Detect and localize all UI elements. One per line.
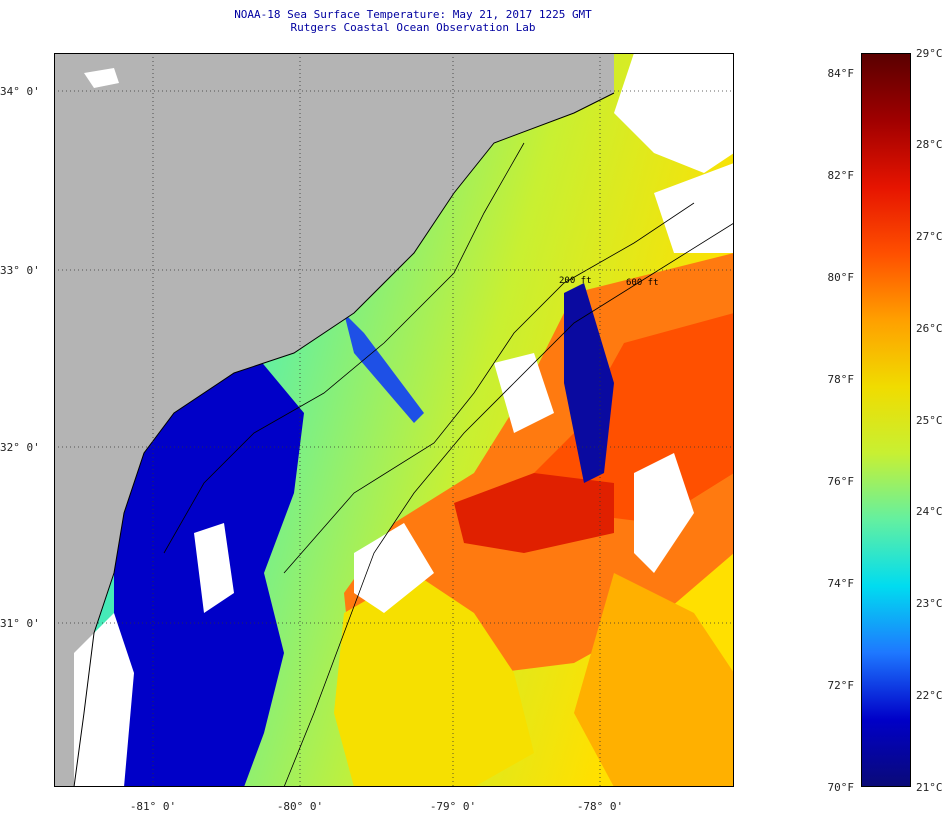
cold-water-band-1 xyxy=(344,313,424,423)
land-ne xyxy=(614,53,734,173)
colorbar-f-84: 84°F xyxy=(827,67,855,80)
cloud-patch-7 xyxy=(84,68,119,88)
colorbar-c-24: 24°C xyxy=(916,505,943,518)
map-frame xyxy=(54,53,734,787)
colorbar-c-27: 27°C xyxy=(916,230,943,243)
cloud-patch-4 xyxy=(634,453,694,573)
colorbar-c-23: 23°C xyxy=(916,597,943,610)
cloud-patch-3 xyxy=(494,353,554,433)
colorbar-c-29: 29°C xyxy=(916,47,943,60)
temperature-colorbar xyxy=(861,53,911,787)
colorbar-c-28: 28°C xyxy=(916,138,943,151)
colorbar-c-22: 22°C xyxy=(916,689,943,702)
contour-50ft xyxy=(163,142,525,554)
lat-label-33: 33° 0' xyxy=(0,264,40,277)
map-title: NOAA-18 Sea Surface Temperature: May 21,… xyxy=(234,8,592,21)
colorbar-c-25: 25°C xyxy=(916,414,943,427)
colorbar-f-72: 72°F xyxy=(827,679,855,692)
lon-label-81: -81° 0' xyxy=(129,800,177,813)
cloud-patch-2 xyxy=(354,523,434,613)
sst-map: 200 ft 600 ft xyxy=(54,53,734,787)
contour-600ft xyxy=(283,222,734,787)
lon-label-78: -78° 0' xyxy=(576,800,624,813)
hot-spot xyxy=(454,473,614,553)
warm-water-core xyxy=(524,313,734,523)
cold-water-band-2 xyxy=(564,283,614,483)
land-mass xyxy=(54,53,614,787)
colorbar-f-70: 70°F xyxy=(827,781,855,794)
colorbar-f-80: 80°F xyxy=(827,271,855,284)
colorbar-c-21: 21°C xyxy=(916,781,943,794)
cloud-patch-5 xyxy=(194,523,234,613)
lat-label-31: 31° 0' xyxy=(0,617,40,630)
cloud-patch-6 xyxy=(654,163,734,253)
colorbar-f-78: 78°F xyxy=(827,373,855,386)
graticule xyxy=(54,53,734,787)
coastline xyxy=(73,92,615,787)
map-subtitle: Rutgers Coastal Ocean Observation Lab xyxy=(290,21,536,34)
lat-label-34: 34° 0' xyxy=(0,85,40,98)
contour-label-600: 600 ft xyxy=(626,278,659,288)
yellow-band xyxy=(334,573,534,787)
lon-label-80: -80° 0' xyxy=(276,800,324,813)
colorbar-f-76: 76°F xyxy=(827,475,855,488)
colorbar-c-26: 26°C xyxy=(916,322,943,335)
cloud-patch-1 xyxy=(74,613,134,787)
lat-label-32: 32° 0' xyxy=(0,441,40,454)
lon-label-79: -79° 0' xyxy=(429,800,477,813)
colorbar-f-74: 74°F xyxy=(827,577,855,590)
contour-200ft xyxy=(283,202,695,574)
colorbar-f-82: 82°F xyxy=(827,169,855,182)
yellow-band-east xyxy=(574,573,734,787)
contour-label-200: 200 ft xyxy=(559,276,592,286)
